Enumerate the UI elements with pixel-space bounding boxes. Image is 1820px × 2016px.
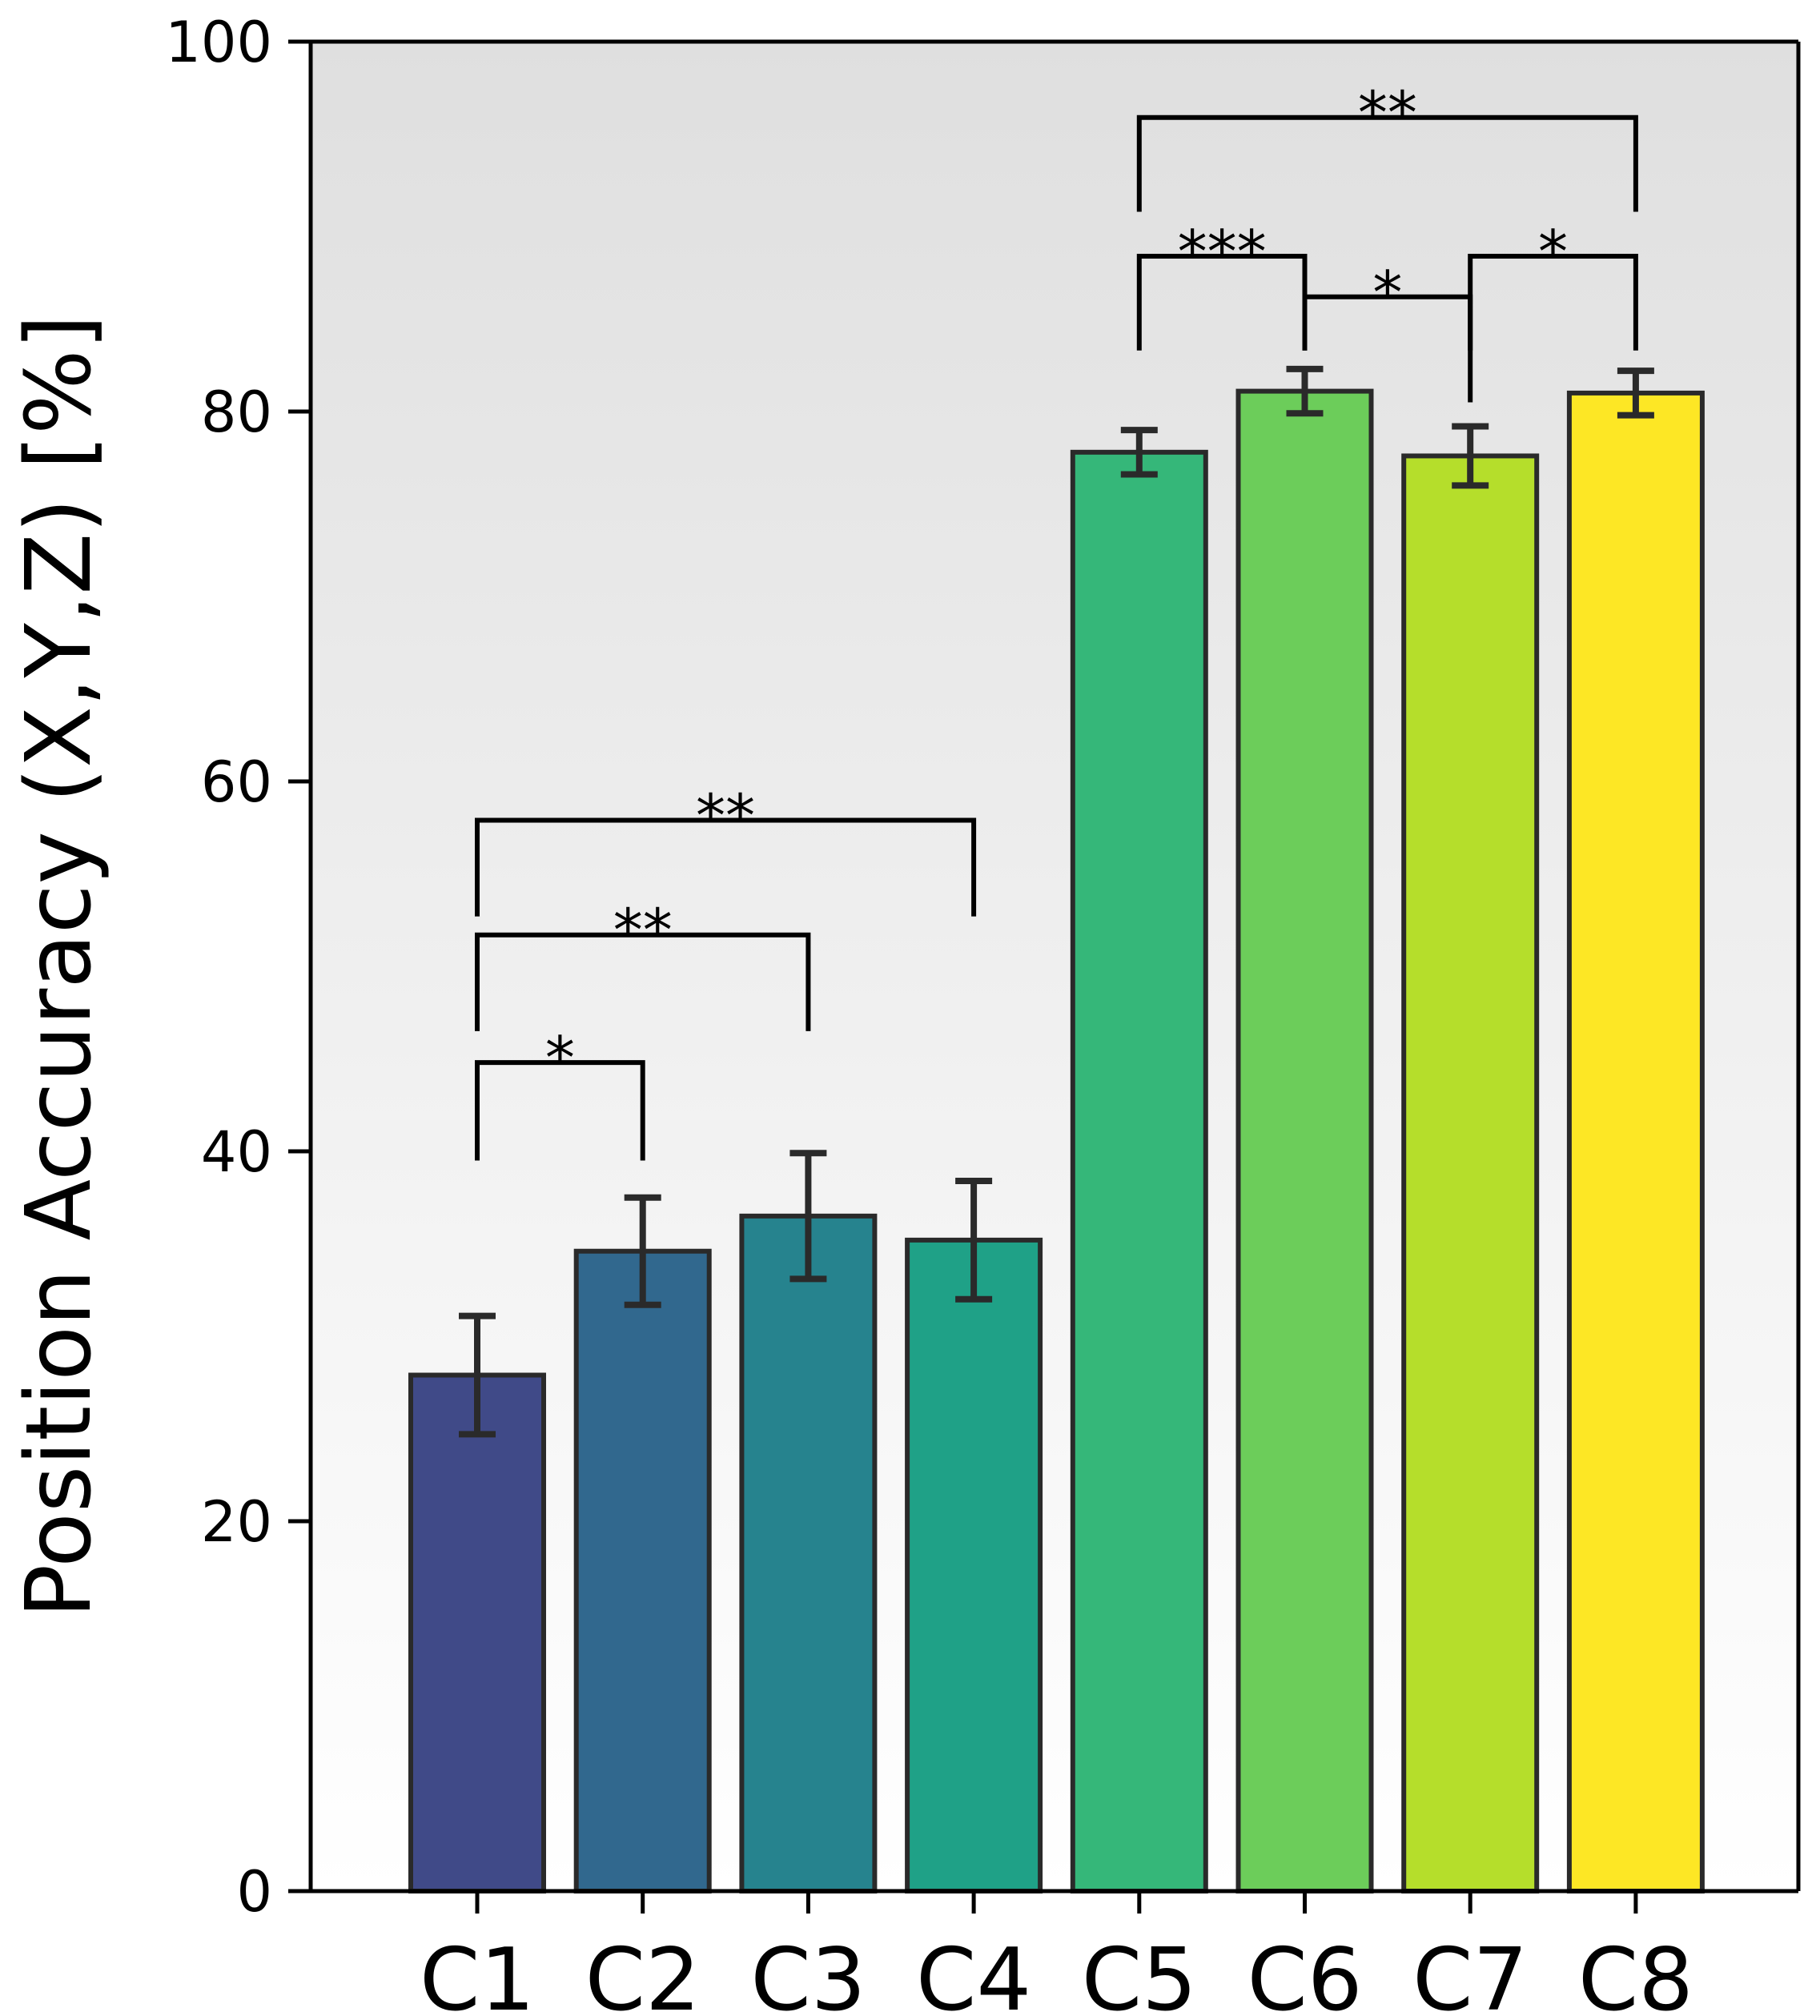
x-tick-label-c6: C6 xyxy=(1247,1930,1362,2016)
significance-label-c7-c8: * xyxy=(1538,218,1568,287)
bars-layer xyxy=(408,388,1705,1894)
y-axis-title: Position Accuracy (X,Y,Z) [%] xyxy=(7,315,111,1618)
significance-label-c1-c4: ** xyxy=(696,782,755,851)
y-tick-label-40: 40 xyxy=(201,1119,272,1185)
x-tick-label-c4: C4 xyxy=(916,1930,1031,2016)
y-tick-label-20: 20 xyxy=(201,1489,272,1555)
x-tick-label-c3: C3 xyxy=(750,1930,866,2016)
significance-label-c5-c8: ** xyxy=(1358,79,1417,148)
significance-label-c5-c6: *** xyxy=(1178,218,1267,287)
significance-bracket-c1-c3 xyxy=(475,932,811,1031)
y-tick-label-80: 80 xyxy=(201,380,272,445)
significance-bracket-c7-c8 xyxy=(1468,253,1638,351)
x-tick-label-c7: C7 xyxy=(1412,1930,1528,2016)
bar-c6 xyxy=(1235,388,1374,1894)
error-bars-layer xyxy=(459,365,1654,1438)
significance-bracket-c1-c4 xyxy=(475,817,977,917)
bar-c1 xyxy=(408,1372,546,1894)
bar-c2 xyxy=(573,1248,712,1894)
significance-label-c1-c3: ** xyxy=(613,897,673,966)
x-tick-label-c1: C1 xyxy=(420,1930,535,2016)
x-tick-label-c5: C5 xyxy=(1082,1930,1197,2016)
plot-background xyxy=(311,42,1798,1891)
significance-bracket-c1-c2 xyxy=(475,1060,645,1161)
y-tick-label-100: 100 xyxy=(165,10,272,75)
bar-c4 xyxy=(905,1237,1043,1894)
significance-label-c6-c7: * xyxy=(1372,259,1402,327)
bar-c5 xyxy=(1070,449,1208,1894)
significance-label-c1-c2: * xyxy=(545,1024,575,1093)
y-tick-label-60: 60 xyxy=(201,749,272,815)
x-tick-label-c8: C8 xyxy=(1578,1930,1693,2016)
bar-c3 xyxy=(739,1213,878,1894)
axes-layer: 0 20 40 60 80 100 C1 C2 C3 C4 C5 C6 C7 C8 xyxy=(165,10,1801,2016)
bar-c7 xyxy=(1401,453,1540,1894)
significance-bracket-c5-c8 xyxy=(1136,114,1638,212)
y-tick-label-0: 0 xyxy=(236,1859,272,1925)
bar-c8 xyxy=(1566,390,1705,1894)
x-tick-label-c2: C2 xyxy=(585,1930,701,2016)
significance-layer: ************ xyxy=(475,79,1638,1161)
